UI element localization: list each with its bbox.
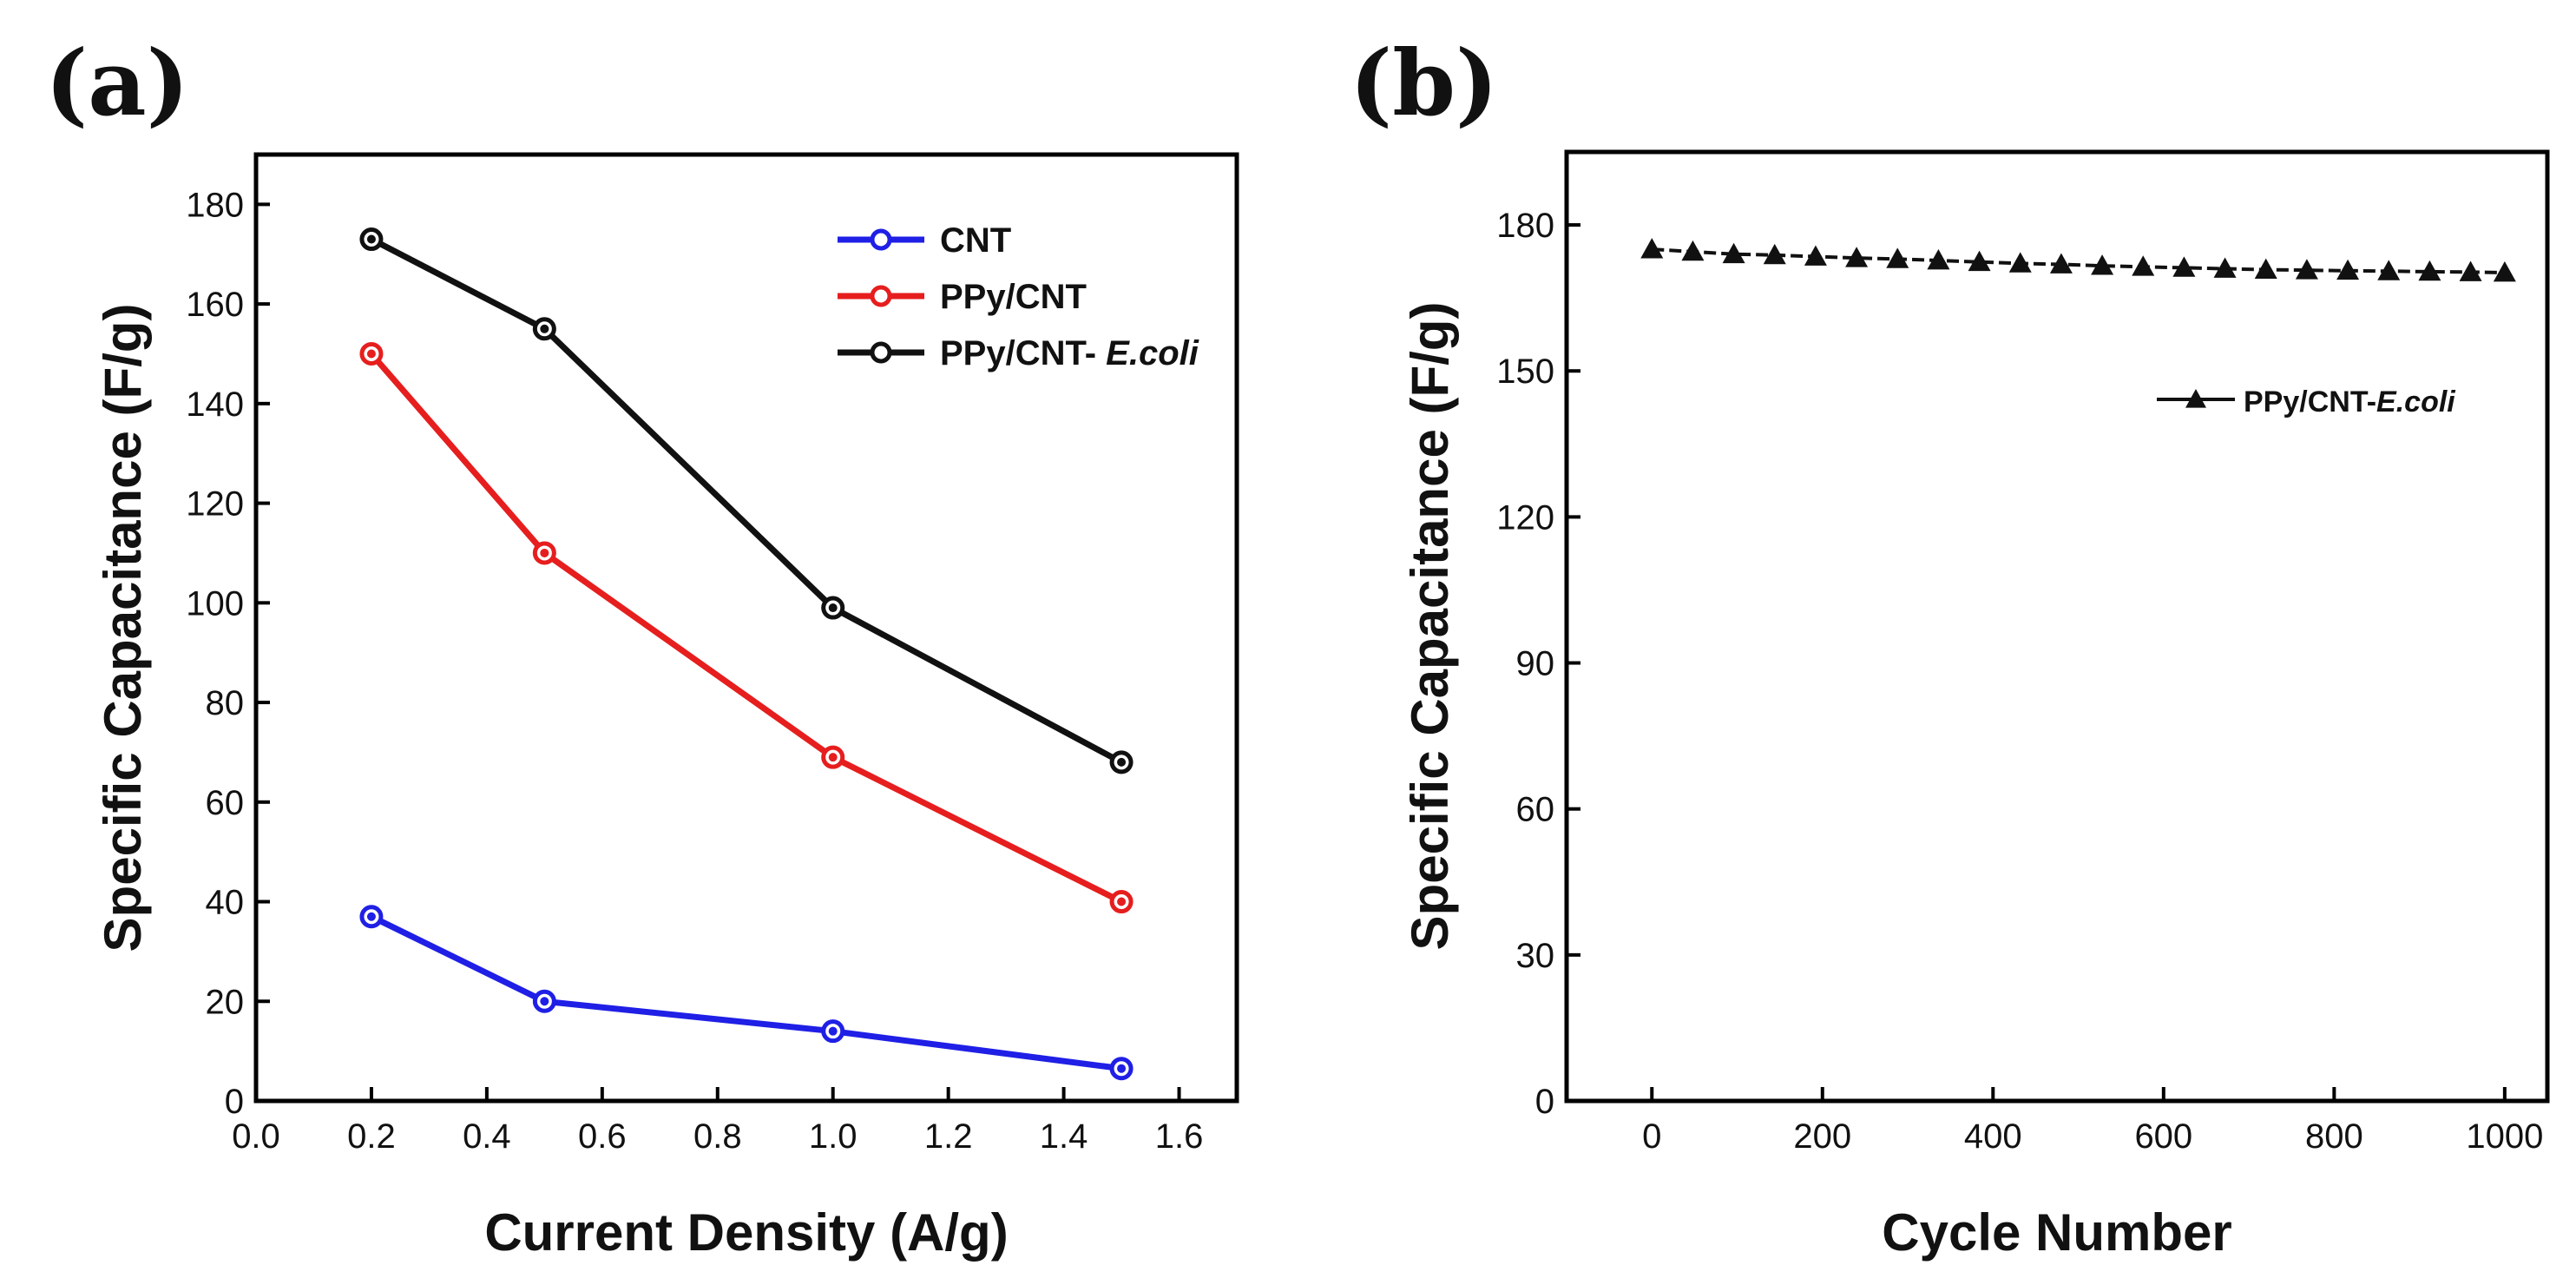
x-tick-label: 1.2: [924, 1117, 973, 1156]
data-point-center-ppy-cnt-e-coli: [366, 234, 376, 244]
data-point-ppy-cnt-e-coli: [2091, 254, 2114, 275]
x-tick-label: 0.2: [347, 1117, 396, 1156]
legend-marker-ppy-cnt-e-coli: [2185, 389, 2206, 408]
data-point-ppy-cnt-e-coli: [1968, 250, 1991, 272]
legend-label-ppy-cnt-e-coli: PPy/CNT- E.coli: [940, 334, 1199, 372]
x-tick-label: 0: [1642, 1117, 1661, 1156]
x-tick-label: 1.4: [1040, 1117, 1088, 1156]
data-point-ppy-cnt-e-coli: [2418, 260, 2441, 281]
series-line-ppy-cnt: [369, 352, 1123, 905]
panel-a-x-axis: 0.0 0.2 0.4 0.6 0.8 1.0 1.2 1.4 1.6: [232, 1087, 1203, 1156]
x-tick-label: 1.0: [809, 1117, 858, 1156]
x-tick-label: 600: [2134, 1117, 2192, 1156]
data-point-ppy-cnt-e-coli: [1640, 238, 1664, 259]
x-tick-label: 1000: [2466, 1117, 2543, 1156]
data-point-center-ppy-cnt-e-coli: [828, 603, 838, 613]
data-point-ppy-cnt-e-coli: [2459, 260, 2482, 281]
y-tick-label: 100: [186, 584, 244, 623]
data-point-ppy-cnt-e-coli: [2254, 258, 2277, 280]
panel-a-y-axis-title: Specific Capacitance (F/g): [94, 304, 152, 952]
data-point-ppy-cnt-e-coli: [2377, 260, 2401, 280]
panel-a-label: (a): [45, 30, 189, 136]
y-tick-label: 80: [206, 684, 245, 722]
x-tick-label: 200: [1793, 1117, 1851, 1156]
panel-a-legend: CNT PPy/CNT PPy/CNT- E.coli: [838, 221, 1199, 372]
data-point-center-cnt: [366, 912, 376, 921]
data-point-center-ppy-cnt: [1117, 897, 1127, 906]
panel-b-series-group: [1640, 238, 2516, 282]
y-tick-label: 40: [206, 884, 245, 922]
y-tick-label: 160: [186, 286, 244, 324]
data-point-ppy-cnt-e-coli: [2213, 257, 2237, 278]
legend-label-cnt: CNT: [940, 221, 1011, 260]
legend-marker-cnt: [870, 228, 892, 251]
data-point-center-cnt: [540, 997, 549, 1006]
data-point-ppy-cnt-e-coli: [1927, 248, 1950, 270]
data-point-center-ppy-cnt-e-coli: [1117, 757, 1127, 767]
panel-b-legend: PPy/CNT-E.coli: [2157, 386, 2456, 418]
x-tick-label: 0.6: [578, 1117, 627, 1156]
legend-marker-ppy-cnt-e-coli: [870, 341, 892, 364]
x-tick-label: 1.6: [1155, 1117, 1204, 1156]
panel-b-plot-frame: [1564, 149, 2550, 1104]
y-tick-label: 140: [186, 386, 244, 424]
panel-b-chart: (b) 0 30 60 90 120 150 180 0 200 400 600 800 1000 C…: [1350, 30, 2550, 1262]
data-point-ppy-cnt-e-coli: [1886, 247, 1909, 268]
y-tick-label: 90: [1516, 645, 1555, 683]
series-line-cnt: [370, 913, 1122, 1072]
panel-a-plot-frame: [253, 152, 1239, 1104]
y-tick-label: 150: [1496, 353, 1554, 391]
data-point-ppy-cnt-e-coli: [2132, 255, 2155, 276]
panel-a-x-axis-title: Current Density (A/g): [484, 1203, 1008, 1262]
data-point-center-cnt: [828, 1026, 838, 1036]
data-point-center-ppy-cnt-e-coli: [540, 324, 549, 333]
y-tick-label: 60: [206, 784, 245, 822]
data-point-ppy-cnt-e-coli: [2172, 256, 2196, 277]
x-tick-label: 400: [1964, 1117, 2022, 1156]
legend-label-ppy-cnt-e-coli: PPy/CNT-E.coli: [2244, 386, 2456, 418]
data-point-ppy-cnt-e-coli: [1681, 240, 1705, 261]
data-point-ppy-cnt-e-coli: [2008, 252, 2032, 273]
data-point-ppy-cnt-e-coli: [1845, 247, 1869, 267]
data-point-ppy-cnt-e-coli: [2336, 259, 2360, 280]
legend-marker-ppy-cnt: [870, 285, 892, 307]
data-point-ppy-cnt-e-coli: [1804, 245, 1827, 266]
data-point-center-cnt: [1117, 1064, 1127, 1073]
y-tick-label: 30: [1516, 937, 1555, 975]
y-tick-label: 0: [1535, 1083, 1554, 1121]
y-tick-label: 180: [186, 186, 244, 224]
x-tick-label: 0.4: [463, 1117, 511, 1156]
series-line-ppy-cnt-e-coli: [370, 236, 1123, 765]
data-point-center-ppy-cnt: [540, 548, 549, 557]
legend-label-ppy-cnt: PPy/CNT: [940, 278, 1087, 316]
panel-b-y-axis-title: Specific Capacitance (F/g): [1401, 302, 1459, 951]
data-point-center-ppy-cnt: [828, 753, 838, 762]
data-point-ppy-cnt-e-coli: [1763, 243, 1786, 265]
x-tick-label: 800: [2305, 1117, 2363, 1156]
data-point-ppy-cnt-e-coli: [1722, 242, 1745, 264]
panel-b-x-axis: 0 200 400 600 800 1000: [1642, 1087, 2543, 1156]
y-tick-label: 120: [1496, 498, 1554, 537]
panel-b-x-axis-title: Cycle Number: [1882, 1203, 2231, 1262]
panel-b-y-axis: 0 30 60 90 120 150 180: [1496, 207, 1580, 1121]
data-point-ppy-cnt-e-coli: [2493, 261, 2516, 282]
y-tick-label: 180: [1496, 207, 1554, 245]
y-tick-label: 20: [206, 983, 245, 1021]
panel-b-label: (b): [1350, 30, 1498, 136]
series-line-ppy-cnt-e-coli: [1652, 247, 2505, 274]
y-tick-label: 120: [186, 485, 244, 524]
data-point-ppy-cnt-e-coli: [2295, 259, 2318, 280]
y-tick-label: 0: [225, 1083, 244, 1121]
panel-a-y-axis: 0 20 40 60 80 100 120 140 160 180: [186, 186, 270, 1121]
x-tick-label: 0.8: [693, 1117, 742, 1156]
panel-a-series-group: [359, 227, 1134, 1081]
data-point-ppy-cnt-e-coli: [2049, 253, 2073, 273]
y-tick-label: 60: [1516, 791, 1555, 829]
data-point-center-ppy-cnt: [366, 349, 376, 359]
x-tick-label: 0.0: [232, 1117, 280, 1156]
